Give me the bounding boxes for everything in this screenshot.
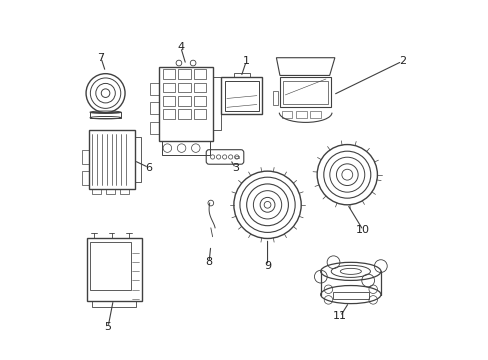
Bar <box>178 82 190 93</box>
Bar <box>106 189 115 194</box>
Bar <box>224 81 258 111</box>
Bar <box>163 82 175 93</box>
Bar <box>92 189 101 194</box>
Text: 4: 4 <box>177 42 184 52</box>
Text: 7: 7 <box>97 53 104 63</box>
Bar <box>90 112 121 118</box>
Bar <box>162 141 209 155</box>
Bar <box>134 138 141 182</box>
Bar <box>279 77 331 107</box>
Bar <box>149 82 158 95</box>
Bar <box>309 111 320 118</box>
Bar <box>295 111 306 118</box>
Bar <box>233 73 249 77</box>
Bar <box>163 69 175 79</box>
Bar <box>88 130 134 189</box>
Bar <box>283 81 327 104</box>
Bar <box>158 67 213 141</box>
Text: 9: 9 <box>264 261 270 271</box>
Bar <box>213 77 220 130</box>
Bar <box>194 96 206 106</box>
Text: 1: 1 <box>242 56 249 66</box>
Bar <box>194 69 206 79</box>
Bar <box>221 77 262 114</box>
Text: 5: 5 <box>104 322 111 332</box>
Text: 3: 3 <box>232 163 239 173</box>
Bar <box>194 109 206 120</box>
Bar <box>163 96 175 106</box>
Bar <box>281 111 292 118</box>
Bar <box>120 189 129 194</box>
Text: 2: 2 <box>398 56 405 66</box>
Bar <box>178 69 190 79</box>
Text: 10: 10 <box>356 225 369 235</box>
Bar <box>82 171 88 185</box>
Bar <box>272 91 278 105</box>
Text: 6: 6 <box>145 163 152 172</box>
Bar <box>82 150 88 164</box>
Bar <box>86 238 142 301</box>
Text: 8: 8 <box>205 257 212 267</box>
Bar <box>178 96 190 106</box>
Text: 11: 11 <box>332 311 346 321</box>
Bar <box>194 82 206 93</box>
Bar <box>332 292 368 299</box>
Bar <box>90 242 131 290</box>
Bar <box>234 156 238 158</box>
Bar <box>149 102 158 114</box>
Bar <box>149 122 158 134</box>
Bar <box>178 109 190 120</box>
Bar <box>163 109 175 120</box>
Bar <box>92 301 136 307</box>
